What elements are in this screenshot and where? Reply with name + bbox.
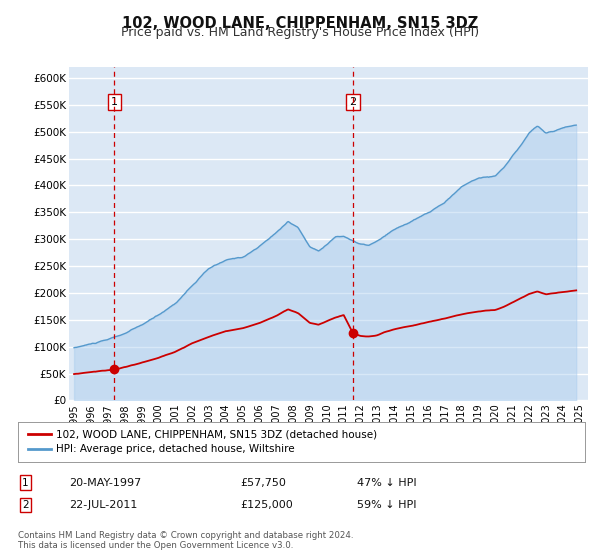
Text: 20-MAY-1997: 20-MAY-1997 [69, 478, 141, 488]
Legend: 102, WOOD LANE, CHIPPENHAM, SN15 3DZ (detached house), HPI: Average price, detac: 102, WOOD LANE, CHIPPENHAM, SN15 3DZ (de… [26, 427, 379, 456]
Text: 59% ↓ HPI: 59% ↓ HPI [357, 500, 416, 510]
Text: 22-JUL-2011: 22-JUL-2011 [69, 500, 137, 510]
Text: 2: 2 [349, 97, 356, 107]
Text: £125,000: £125,000 [240, 500, 293, 510]
Text: 2: 2 [22, 500, 29, 510]
Text: 1: 1 [22, 478, 29, 488]
Text: 47% ↓ HPI: 47% ↓ HPI [357, 478, 416, 488]
Text: Price paid vs. HM Land Registry's House Price Index (HPI): Price paid vs. HM Land Registry's House … [121, 26, 479, 39]
Text: Contains HM Land Registry data © Crown copyright and database right 2024.
This d: Contains HM Land Registry data © Crown c… [18, 531, 353, 550]
Text: 102, WOOD LANE, CHIPPENHAM, SN15 3DZ: 102, WOOD LANE, CHIPPENHAM, SN15 3DZ [122, 16, 478, 31]
Text: 1: 1 [110, 97, 118, 107]
Text: £57,750: £57,750 [240, 478, 286, 488]
